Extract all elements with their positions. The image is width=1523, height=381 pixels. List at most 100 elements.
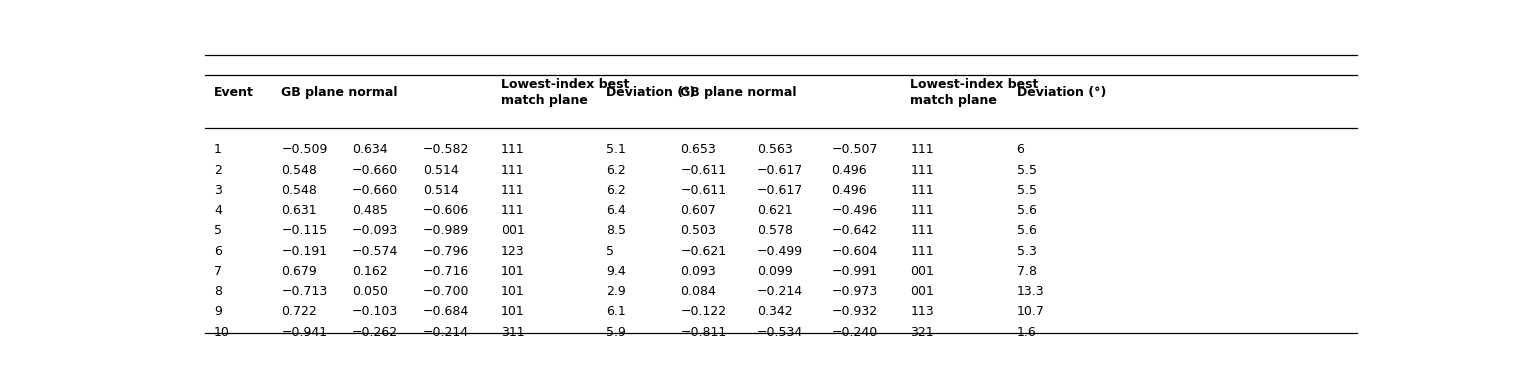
Text: −0.617: −0.617 — [757, 163, 803, 177]
Text: −0.660: −0.660 — [352, 163, 399, 177]
Text: −0.811: −0.811 — [681, 325, 726, 339]
Text: −0.262: −0.262 — [352, 325, 398, 339]
Text: −0.617: −0.617 — [757, 184, 803, 197]
Text: 101: 101 — [501, 305, 524, 318]
Text: 0.621: 0.621 — [757, 204, 792, 217]
Text: −0.122: −0.122 — [681, 305, 726, 318]
Text: 111: 111 — [501, 143, 524, 156]
Text: 111: 111 — [911, 224, 934, 237]
Text: −0.499: −0.499 — [757, 245, 803, 258]
Text: 5.5: 5.5 — [1016, 163, 1037, 177]
Text: −0.496: −0.496 — [832, 204, 877, 217]
Text: 6: 6 — [213, 245, 222, 258]
Text: 0.578: 0.578 — [757, 224, 793, 237]
Text: GB plane normal: GB plane normal — [681, 86, 797, 99]
Text: −0.621: −0.621 — [681, 245, 726, 258]
Text: 111: 111 — [501, 204, 524, 217]
Text: 001: 001 — [911, 265, 934, 278]
Text: 2.9: 2.9 — [606, 285, 626, 298]
Text: −0.642: −0.642 — [832, 224, 877, 237]
Text: 8.5: 8.5 — [606, 224, 626, 237]
Text: 0.607: 0.607 — [681, 204, 716, 217]
Text: 10: 10 — [213, 325, 230, 339]
Text: 111: 111 — [911, 184, 934, 197]
Text: 5.5: 5.5 — [1016, 184, 1037, 197]
Text: 8: 8 — [213, 285, 222, 298]
Text: 001: 001 — [501, 224, 525, 237]
Text: 321: 321 — [911, 325, 934, 339]
Text: Deviation (°): Deviation (°) — [606, 86, 694, 99]
Text: −0.103: −0.103 — [352, 305, 399, 318]
Text: 5.6: 5.6 — [1016, 204, 1037, 217]
Text: 0.099: 0.099 — [757, 265, 792, 278]
Text: −0.115: −0.115 — [282, 224, 327, 237]
Text: 7.8: 7.8 — [1016, 265, 1037, 278]
Text: 0.496: 0.496 — [832, 184, 867, 197]
Text: Event: Event — [213, 86, 254, 99]
Text: 1.6: 1.6 — [1016, 325, 1036, 339]
Text: −0.611: −0.611 — [681, 184, 726, 197]
Text: 0.503: 0.503 — [681, 224, 716, 237]
Text: 001: 001 — [911, 285, 934, 298]
Text: Lowest-index best
match plane: Lowest-index best match plane — [501, 78, 629, 107]
Text: 111: 111 — [911, 204, 934, 217]
Text: −0.582: −0.582 — [423, 143, 469, 156]
Text: 0.722: 0.722 — [282, 305, 317, 318]
Text: 7: 7 — [213, 265, 222, 278]
Text: −0.932: −0.932 — [832, 305, 877, 318]
Text: 2: 2 — [213, 163, 222, 177]
Text: 0.496: 0.496 — [832, 163, 867, 177]
Text: 3: 3 — [213, 184, 222, 197]
Text: 0.514: 0.514 — [423, 184, 458, 197]
Text: Deviation (°): Deviation (°) — [1016, 86, 1106, 99]
Text: −0.214: −0.214 — [757, 285, 803, 298]
Text: 111: 111 — [501, 163, 524, 177]
Text: 0.563: 0.563 — [757, 143, 792, 156]
Text: 111: 111 — [911, 143, 934, 156]
Text: −0.796: −0.796 — [423, 245, 469, 258]
Text: 0.050: 0.050 — [352, 285, 388, 298]
Text: −0.611: −0.611 — [681, 163, 726, 177]
Text: −0.700: −0.700 — [423, 285, 469, 298]
Text: −0.989: −0.989 — [423, 224, 469, 237]
Text: 0.485: 0.485 — [352, 204, 388, 217]
Text: 4: 4 — [213, 204, 222, 217]
Text: 113: 113 — [911, 305, 934, 318]
Text: 0.162: 0.162 — [352, 265, 388, 278]
Text: 5: 5 — [606, 245, 614, 258]
Text: −0.973: −0.973 — [832, 285, 877, 298]
Text: 9.4: 9.4 — [606, 265, 626, 278]
Text: 0.631: 0.631 — [282, 204, 317, 217]
Text: 1: 1 — [213, 143, 222, 156]
Text: 5.1: 5.1 — [606, 143, 626, 156]
Text: −0.191: −0.191 — [282, 245, 327, 258]
Text: −0.507: −0.507 — [832, 143, 877, 156]
Text: −0.606: −0.606 — [423, 204, 469, 217]
Text: 111: 111 — [501, 184, 524, 197]
Text: −0.574: −0.574 — [352, 245, 399, 258]
Text: −0.240: −0.240 — [832, 325, 877, 339]
Text: −0.713: −0.713 — [282, 285, 327, 298]
Text: 10.7: 10.7 — [1016, 305, 1045, 318]
Text: 0.679: 0.679 — [282, 265, 317, 278]
Text: 311: 311 — [501, 325, 524, 339]
Text: −0.716: −0.716 — [423, 265, 469, 278]
Text: 5: 5 — [213, 224, 222, 237]
Text: 6: 6 — [1016, 143, 1025, 156]
Text: 0.514: 0.514 — [423, 163, 458, 177]
Text: −0.534: −0.534 — [757, 325, 803, 339]
Text: −0.660: −0.660 — [352, 184, 399, 197]
Text: 101: 101 — [501, 285, 524, 298]
Text: 9: 9 — [213, 305, 222, 318]
Text: −0.684: −0.684 — [423, 305, 469, 318]
Text: −0.214: −0.214 — [423, 325, 469, 339]
Text: GB plane normal: GB plane normal — [282, 86, 398, 99]
Text: −0.509: −0.509 — [282, 143, 327, 156]
Text: 0.548: 0.548 — [282, 184, 317, 197]
Text: 0.548: 0.548 — [282, 163, 317, 177]
Text: 6.2: 6.2 — [606, 184, 626, 197]
Text: −0.991: −0.991 — [832, 265, 877, 278]
Text: 5.3: 5.3 — [1016, 245, 1037, 258]
Text: −0.093: −0.093 — [352, 224, 399, 237]
Text: 0.084: 0.084 — [681, 285, 716, 298]
